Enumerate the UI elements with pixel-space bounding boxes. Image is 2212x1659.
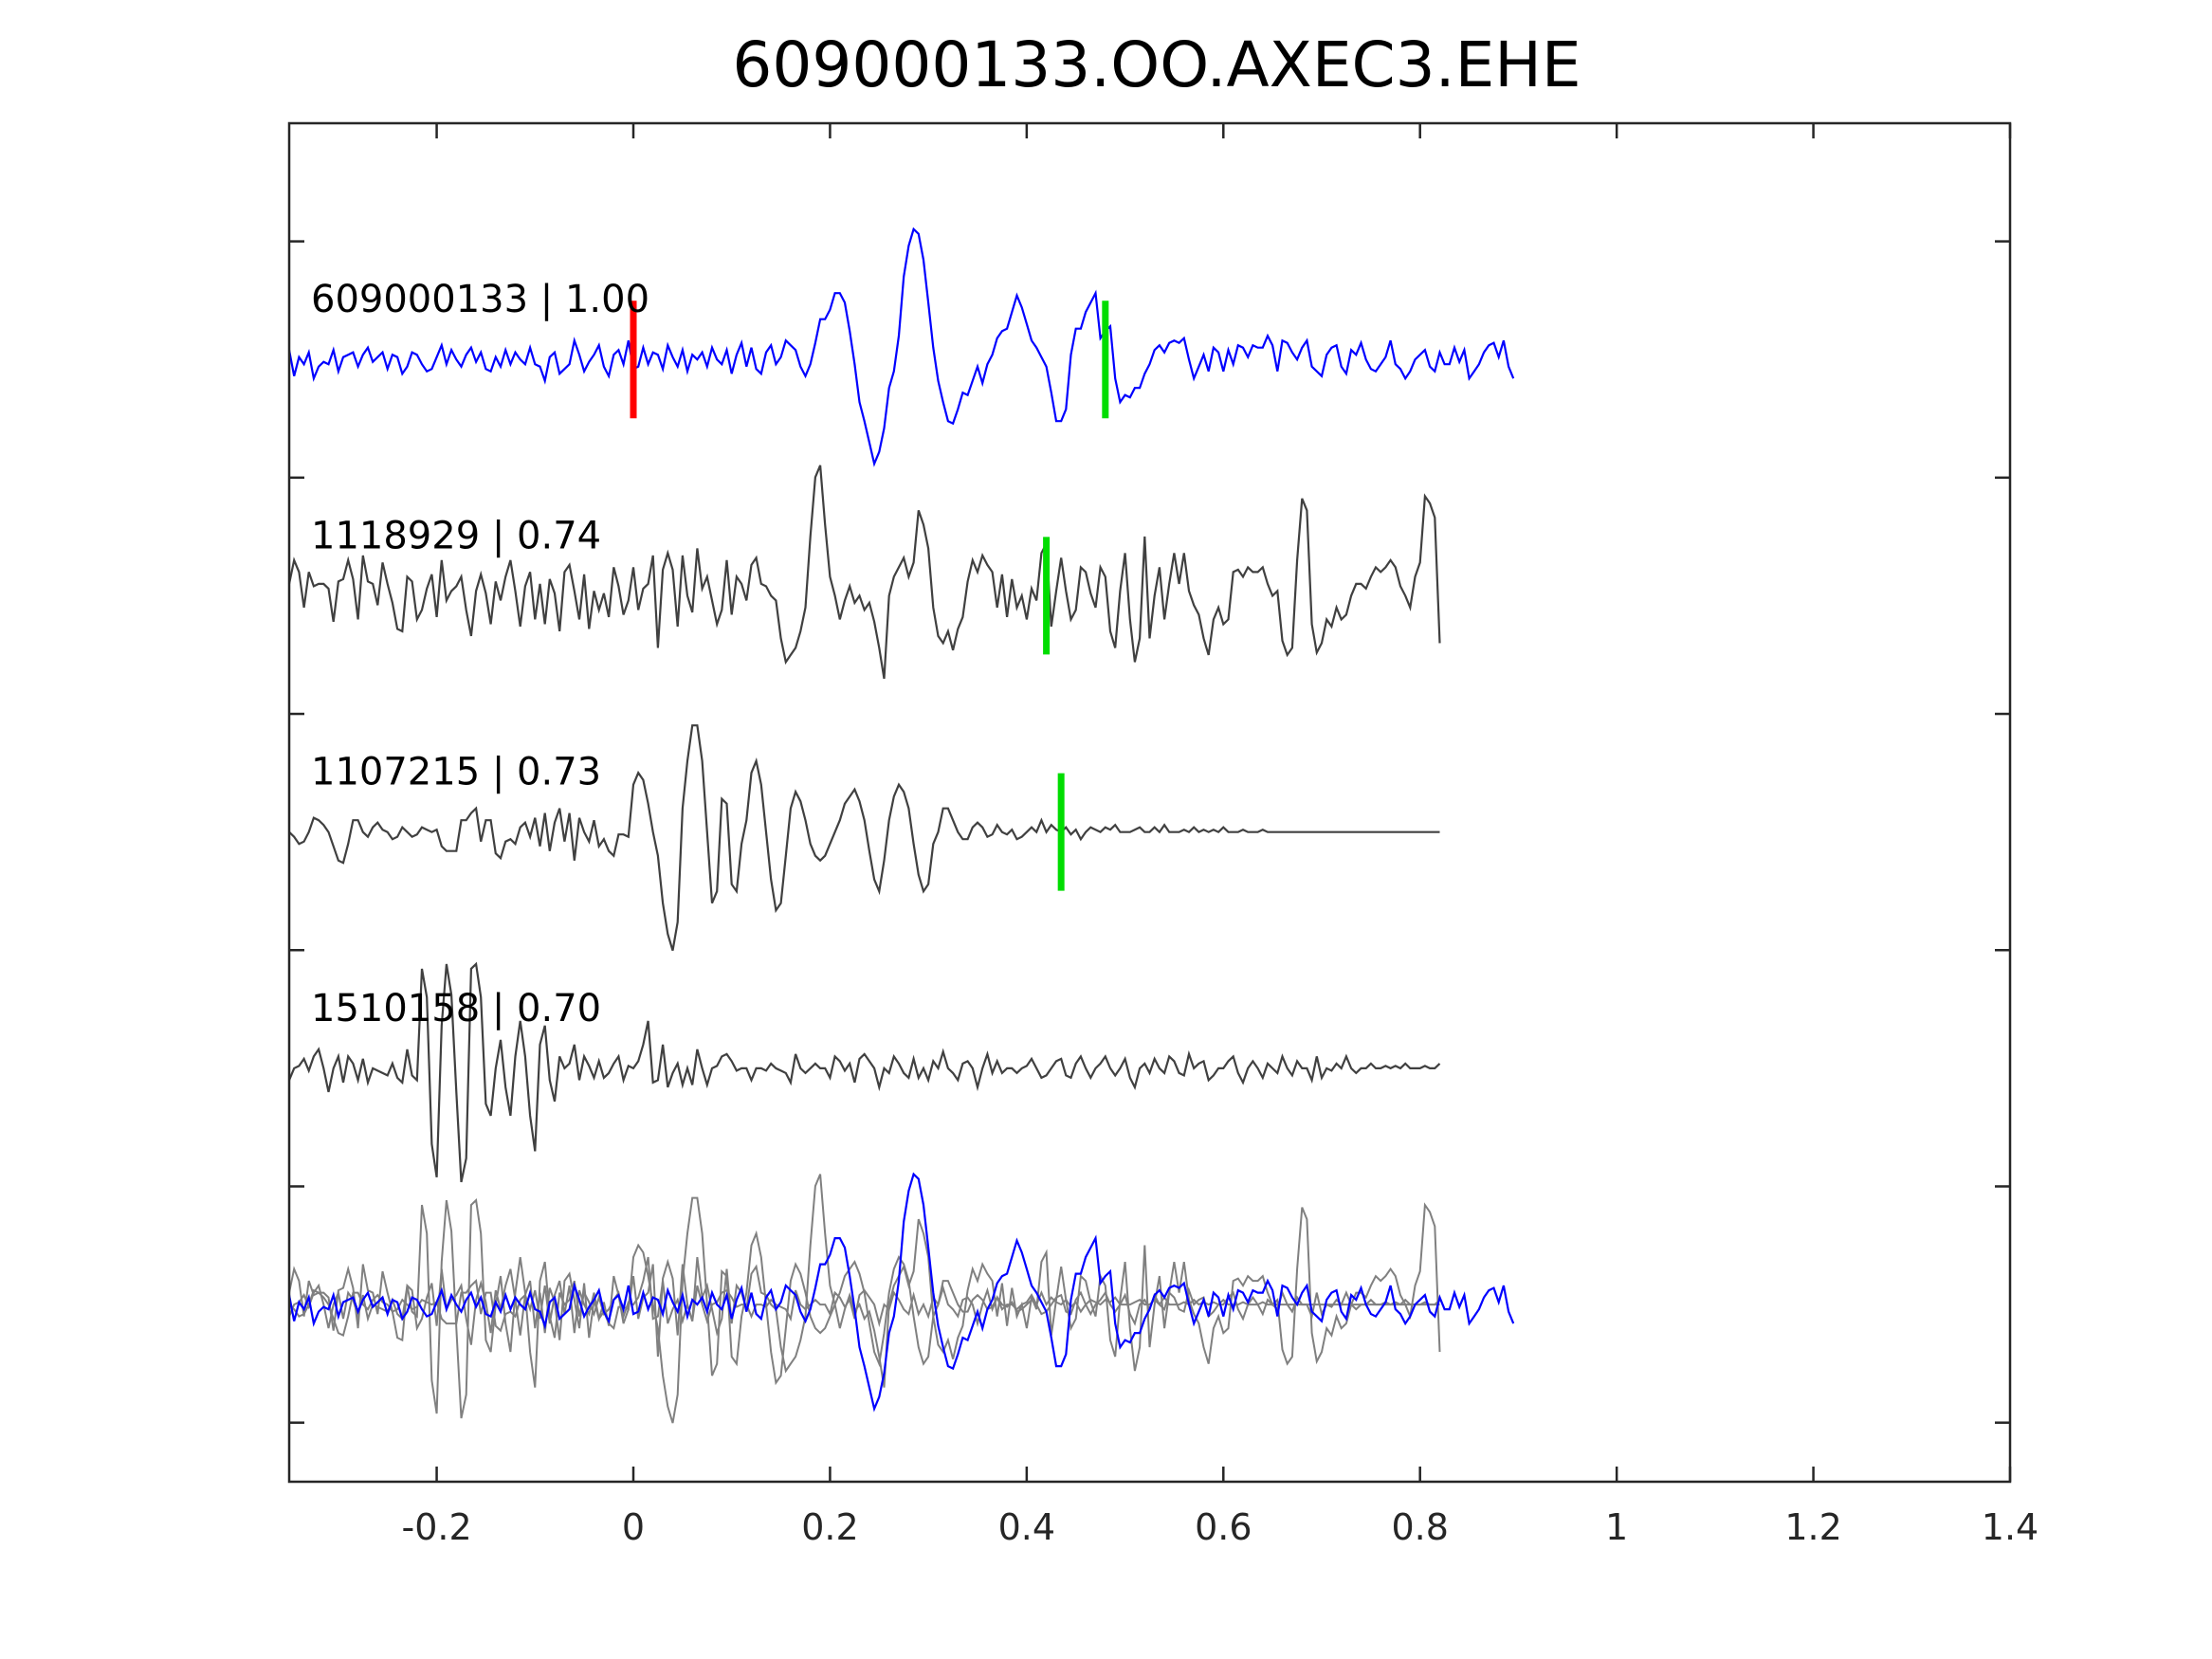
picks-layer: [630, 301, 1109, 891]
trace-labels-layer: 609000133 | 1.00 1118929 | 0.74 1107215 | …: [311, 278, 649, 1030]
overlay-trace-1510158: [288, 1198, 1441, 1419]
plot-area: 609000133 | 1.00 1118929 | 0.74 1107215 | …: [287, 227, 1515, 1424]
x-tick-label: 0.4: [998, 1506, 1055, 1548]
x-tick-label: -0.2: [401, 1506, 471, 1548]
x-tick-label: 1: [1605, 1506, 1628, 1548]
x-tick-label: 0.2: [801, 1506, 858, 1548]
axes: [287, 121, 2012, 1484]
overlay-trace-1118929: [288, 1174, 1441, 1388]
axes-box: [287, 121, 2012, 1484]
trace-609000133: [287, 227, 1515, 467]
trace-1510158: [287, 961, 1441, 1183]
trace-1118929: [287, 465, 1441, 680]
chart-title: 609000133.OO.AXEC3.EHE: [732, 28, 1581, 101]
x-tick-label: 0.8: [1391, 1506, 1448, 1548]
x-tick-label: 0.6: [1195, 1506, 1252, 1548]
x-tick-label: 1.2: [1784, 1506, 1841, 1548]
trace-1107215: [288, 724, 1440, 952]
trace-label-609000133: 609000133 | 1.00: [311, 278, 649, 321]
traces-layer: [287, 227, 1515, 1424]
x-tick-labels: -0.2 0 0.2 0.4 0.6 0.8 1 1.2 1.4: [401, 1506, 2038, 1548]
overlay-trace-target: [287, 1172, 1515, 1413]
trace-label-1118929: 1118929 | 0.74: [311, 514, 601, 557]
trace-label-1107215: 1107215 | 0.73: [311, 751, 601, 794]
x-tick-label: 1.4: [1982, 1506, 2038, 1548]
x-tick-label: 0: [622, 1506, 645, 1548]
trace-label-1510158: 1510158 | 0.70: [311, 987, 601, 1030]
